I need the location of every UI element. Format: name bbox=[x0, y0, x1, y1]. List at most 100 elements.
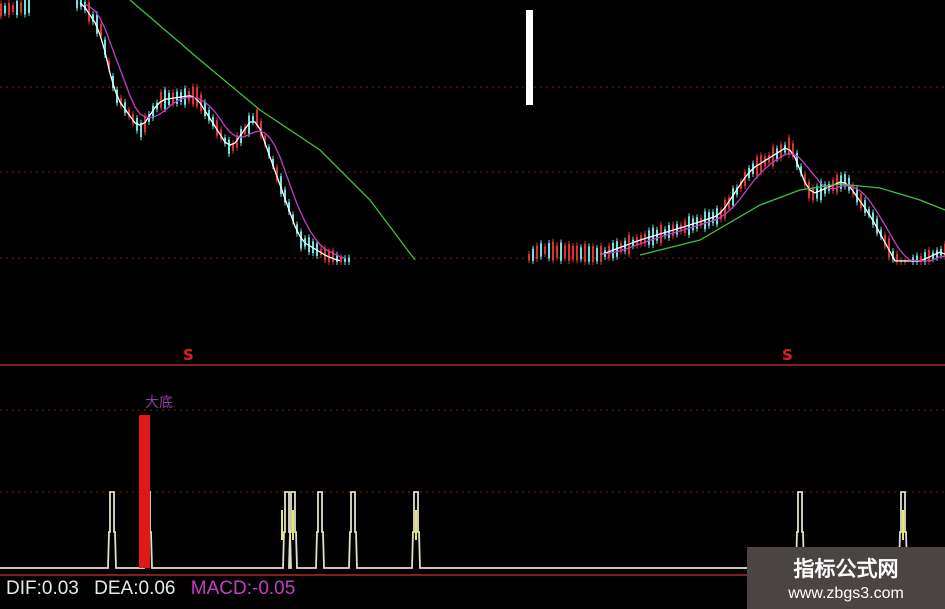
ma-long-line bbox=[639, 183, 945, 256]
ma-mid-line bbox=[599, 152, 945, 262]
candle-body bbox=[872, 212, 874, 225]
candle-body bbox=[728, 197, 730, 209]
candle-body bbox=[844, 174, 846, 187]
candle-body bbox=[344, 258, 346, 262]
candle-body bbox=[740, 181, 742, 189]
candle-body bbox=[720, 210, 722, 220]
candle-body bbox=[336, 254, 338, 262]
candle-body bbox=[896, 253, 898, 262]
candle-body bbox=[200, 94, 202, 112]
candle-body bbox=[564, 245, 566, 259]
pulse-accent bbox=[902, 510, 904, 540]
ma-long-line bbox=[129, 0, 416, 261]
ma-short-line bbox=[599, 147, 945, 262]
candle-body bbox=[928, 249, 930, 262]
candle-body bbox=[812, 187, 814, 201]
candle-body bbox=[144, 115, 146, 133]
candle-body bbox=[864, 200, 866, 214]
dea-value: DEA:0.06 bbox=[94, 578, 176, 599]
candle-body bbox=[572, 245, 574, 260]
candle-body bbox=[92, 14, 94, 22]
candle-body bbox=[248, 115, 250, 135]
candle-body bbox=[876, 218, 878, 234]
candle-body bbox=[920, 256, 922, 262]
candle-body bbox=[900, 261, 902, 263]
candle-body bbox=[260, 121, 262, 137]
candle-body bbox=[240, 128, 242, 144]
candle-body bbox=[196, 87, 198, 107]
candle-body bbox=[552, 241, 554, 261]
candle-body bbox=[528, 253, 530, 261]
candle-body bbox=[84, 1, 86, 11]
ma-short-line bbox=[79, 2, 341, 262]
watermark-url: www.zbgs3.com bbox=[788, 585, 904, 602]
pulse-accent bbox=[281, 510, 283, 540]
pulse-accent bbox=[292, 510, 294, 540]
candle-body bbox=[924, 252, 926, 262]
candle-body bbox=[268, 147, 270, 156]
candle-body bbox=[216, 120, 218, 136]
candle-body bbox=[4, 5, 6, 14]
candle-body bbox=[888, 238, 890, 258]
candle-body bbox=[16, 0, 18, 16]
candle-body bbox=[884, 234, 886, 247]
candle-body bbox=[132, 114, 134, 124]
candle-body bbox=[104, 39, 106, 56]
candle-body bbox=[228, 139, 230, 154]
watermark-title: 指标公式网 bbox=[793, 557, 899, 581]
sell-signal-1: S bbox=[183, 346, 194, 364]
candle-body bbox=[100, 24, 102, 36]
candle-body bbox=[912, 257, 914, 262]
candle-body bbox=[796, 152, 798, 168]
candle-body bbox=[152, 105, 154, 119]
candle-body bbox=[0, 3, 2, 17]
indicator-legend: DIF:0.03 DEA:0.06 MACD:-0.05 bbox=[6, 578, 305, 600]
candle-body bbox=[24, 0, 26, 15]
candle-body bbox=[588, 246, 590, 262]
candle-body bbox=[108, 60, 110, 69]
candle-body bbox=[20, 2, 22, 13]
candle-body bbox=[584, 243, 586, 262]
candle-body bbox=[800, 166, 802, 174]
candle-body bbox=[208, 110, 210, 121]
candle-body bbox=[212, 117, 214, 127]
candle-body bbox=[332, 250, 334, 262]
candle-body bbox=[736, 187, 738, 195]
candle-body bbox=[536, 245, 538, 260]
candle-body bbox=[808, 181, 810, 199]
candle-body bbox=[12, 4, 14, 13]
candle-body bbox=[788, 137, 790, 156]
pulse-accent bbox=[415, 510, 417, 540]
candle-body bbox=[160, 92, 162, 108]
candle-body bbox=[76, 0, 78, 9]
sell-signal-2: S bbox=[782, 346, 793, 364]
candle-body bbox=[244, 126, 246, 135]
candle-body bbox=[284, 189, 286, 203]
candle-body bbox=[732, 188, 734, 206]
candle-body bbox=[892, 251, 894, 260]
macd-value: MACD:-0.05 bbox=[190, 578, 296, 599]
candle-body bbox=[292, 214, 294, 222]
candle-body bbox=[220, 129, 222, 140]
candle-body bbox=[204, 102, 206, 117]
candle-body bbox=[556, 245, 558, 258]
candle-body bbox=[868, 209, 870, 216]
candle-body bbox=[340, 257, 342, 262]
candle-body bbox=[232, 143, 234, 151]
signal-bar bbox=[139, 415, 150, 568]
candle-body bbox=[724, 199, 726, 219]
candle-body bbox=[560, 242, 562, 261]
candle-body bbox=[592, 246, 594, 262]
candle-body bbox=[852, 185, 854, 195]
candle-body bbox=[264, 135, 266, 145]
candle-body bbox=[128, 109, 130, 117]
candle-body bbox=[300, 231, 302, 249]
watermark: 指标公式网 www.zbgs3.com bbox=[747, 547, 945, 609]
candle-body bbox=[192, 86, 194, 105]
candle-body bbox=[256, 109, 258, 126]
candle-body bbox=[716, 208, 718, 225]
candle-body bbox=[548, 243, 550, 259]
candle-body bbox=[8, 2, 10, 16]
candle-body bbox=[744, 171, 746, 187]
